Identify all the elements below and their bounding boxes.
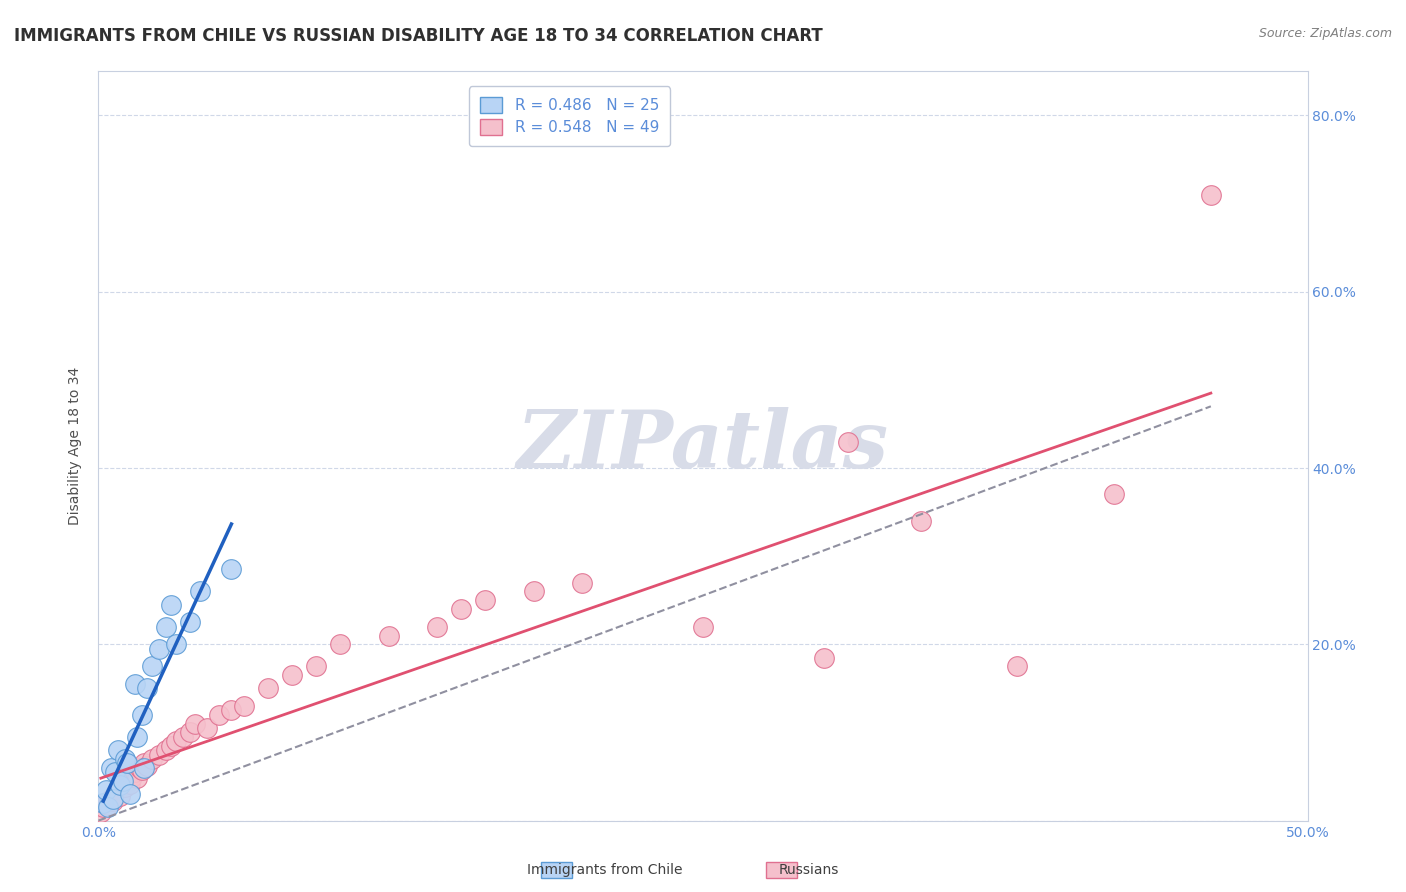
Point (127, 730, 149, 744)
Text: ZIPatlas: ZIPatlas (517, 408, 889, 484)
Point (124, 677, 146, 691)
Point (111, 778, 134, 792)
Text: IMMIGRANTS FROM CHILE VS RUSSIAN DISABILITY AGE 18 TO 34 CORRELATION CHART: IMMIGRANTS FROM CHILE VS RUSSIAN DISABIL… (14, 27, 823, 45)
Point (179, 725, 201, 739)
Point (107, 743, 129, 757)
Point (97, 800, 120, 814)
Point (256, 681, 278, 696)
Point (1007, 659, 1029, 673)
Point (117, 774, 139, 789)
Y-axis label: Disability Age 18 to 34: Disability Age 18 to 34 (69, 367, 83, 525)
Point (91, 800, 114, 814)
Legend: R = 0.486   N = 25, R = 0.548   N = 49: R = 0.486 N = 25, R = 0.548 N = 49 (468, 87, 669, 146)
Point (165, 734, 187, 748)
Point (523, 584, 546, 599)
Point (94, 796, 117, 810)
Point (474, 593, 496, 607)
Point (188, 584, 211, 599)
Point (232, 699, 254, 714)
Point (184, 716, 207, 731)
Point (90, 805, 112, 819)
Text: Russians: Russians (779, 863, 838, 877)
Point (155, 620, 177, 634)
Point (91, 796, 114, 810)
Point (101, 794, 124, 808)
Point (179, 615, 201, 630)
Point (837, 434, 859, 449)
Point (111, 774, 134, 789)
Point (108, 789, 131, 803)
Point (121, 770, 143, 784)
Point (450, 602, 472, 616)
Point (155, 743, 177, 757)
Point (118, 776, 141, 790)
Point (221, 562, 243, 576)
Point (377, 628, 399, 642)
Point (100, 791, 122, 805)
Point (281, 668, 304, 682)
Point (692, 620, 714, 634)
Point (100, 761, 122, 775)
Point (97, 797, 120, 812)
Point (107, 782, 129, 797)
Point (910, 514, 932, 528)
Point (172, 730, 194, 744)
Point (160, 739, 183, 753)
Text: Source: ZipAtlas.com: Source: ZipAtlas.com (1258, 27, 1392, 40)
Point (131, 707, 153, 722)
Point (124, 765, 146, 780)
Point (329, 637, 352, 651)
Point (208, 707, 231, 722)
Point (134, 761, 156, 775)
Point (141, 752, 163, 766)
Point (305, 659, 328, 673)
Point (104, 765, 127, 780)
Point (114, 752, 136, 766)
Text: Immigrants from Chile: Immigrants from Chile (527, 863, 682, 877)
Point (1102, 487, 1125, 501)
Point (426, 620, 449, 634)
Point (195, 721, 218, 735)
Point (118, 787, 141, 801)
Point (108, 778, 131, 792)
Point (117, 756, 139, 771)
Point (813, 650, 835, 665)
Point (131, 763, 153, 777)
Point (134, 756, 156, 771)
Point (128, 761, 150, 775)
Point (104, 787, 127, 801)
Point (135, 759, 157, 773)
Point (94, 782, 117, 797)
Point (135, 681, 157, 696)
Point (571, 575, 593, 590)
Point (141, 659, 163, 673)
Point (1199, 187, 1222, 202)
Point (101, 791, 124, 805)
Point (160, 598, 183, 612)
Point (165, 637, 187, 651)
Point (148, 747, 170, 762)
Point (148, 641, 170, 656)
Point (221, 703, 243, 717)
Point (127, 772, 149, 786)
Point (114, 780, 136, 794)
